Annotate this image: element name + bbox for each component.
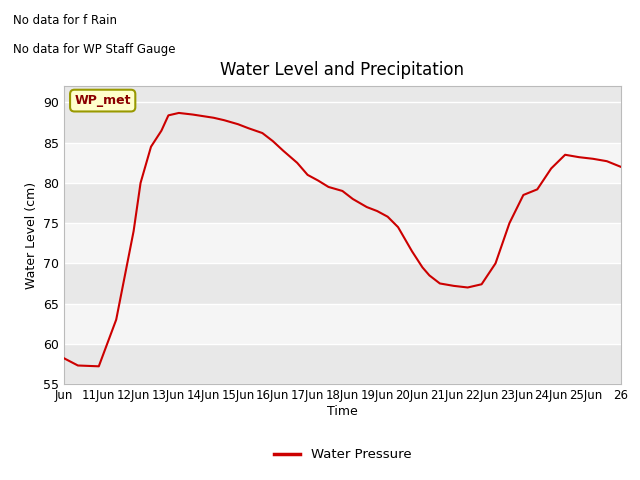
Bar bbox=[64, 223, 621, 264]
Bar bbox=[64, 103, 621, 143]
Bar bbox=[64, 303, 621, 344]
Y-axis label: Water Level (cm): Water Level (cm) bbox=[24, 181, 38, 289]
X-axis label: Time: Time bbox=[327, 405, 358, 418]
Title: Water Level and Precipitation: Water Level and Precipitation bbox=[220, 61, 465, 79]
Bar bbox=[64, 143, 621, 183]
Legend: Water Pressure: Water Pressure bbox=[268, 443, 417, 467]
Text: No data for f Rain: No data for f Rain bbox=[13, 14, 116, 27]
Text: WP_met: WP_met bbox=[74, 94, 131, 107]
Bar bbox=[64, 344, 621, 384]
Bar bbox=[64, 183, 621, 223]
Text: No data for WP Staff Gauge: No data for WP Staff Gauge bbox=[13, 43, 175, 56]
Bar bbox=[64, 264, 621, 303]
